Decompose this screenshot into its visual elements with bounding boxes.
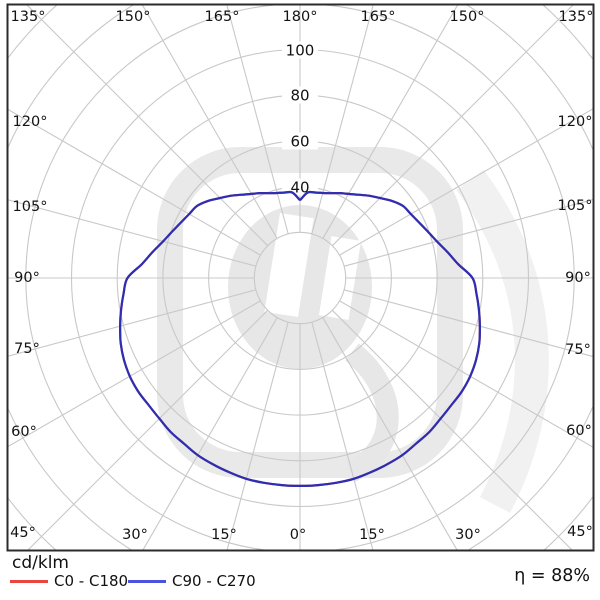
grid-spoke-345 (226, 322, 289, 550)
angle-tick-label: 105° (558, 198, 593, 214)
angle-tick-label: 105° (13, 199, 48, 215)
angle-tick-label: 150° (116, 9, 151, 25)
grid-spoke-255 (8, 199, 256, 267)
grid-spoke-285 (8, 289, 256, 357)
angle-tick-label: 135° (559, 9, 594, 25)
angle-tick-label: 15° (359, 527, 385, 543)
grid-spoke-135 (331, 5, 574, 247)
angle-tick-label: 120° (558, 114, 593, 130)
angle-tick-label: 45° (567, 524, 593, 540)
angle-tick-label: 165° (361, 9, 396, 25)
angle-tick-label: 0° (290, 527, 306, 543)
legend-label-c0-c180: C0 - C180 (54, 572, 129, 590)
angle-tick-label: 135° (11, 9, 46, 25)
grid-spoke-195 (226, 5, 289, 234)
legend: cd/klm C0 - C180 C90 - C270 η = 88% (0, 552, 600, 600)
angle-tick-label: 30° (455, 527, 481, 543)
angle-tick-label: 90° (14, 270, 40, 286)
legend-unit-label: cd/klm (12, 553, 69, 573)
grid-spoke-60 (339, 300, 593, 448)
grid-spoke-240 (8, 109, 261, 256)
radial-tick-label: 40 (290, 178, 309, 196)
angle-tick-label: 150° (450, 9, 485, 25)
grid-spoke-225 (26, 5, 269, 247)
grid-spoke-300 (8, 300, 261, 447)
curve-C90-C270 (119, 190, 481, 487)
efficiency-label: η = 88% (514, 566, 590, 586)
grid-spoke-165 (311, 5, 374, 234)
plot-border (6, 3, 595, 552)
grid-spoke-45 (331, 309, 573, 550)
grid-spoke-330 (142, 317, 278, 550)
angle-tick-label: 120° (13, 114, 48, 130)
radial-tick-label: 80 (290, 86, 309, 104)
legend-line-c90-c270-icon (128, 580, 166, 583)
radial-label-mask (282, 41, 318, 59)
grid-spoke-15 (311, 322, 374, 550)
angle-tick-label: 45° (10, 525, 36, 541)
polar-intensity-chart: 40 60 80 100 135° 150° 165° 180° 165° 150° 135° 120… (6, 3, 595, 552)
angle-tick-label: 75° (565, 342, 591, 358)
grid-spoke-210 (142, 5, 278, 239)
radial-label-mask (282, 132, 318, 150)
grid-spoke-120 (339, 108, 593, 256)
grid-spoke-105 (344, 199, 593, 267)
angle-tick-label: 180° (283, 9, 318, 25)
radial-tick-label: 60 (290, 132, 309, 150)
legend-line-c0-c180-icon (10, 580, 48, 583)
radial-label-mask (282, 86, 318, 104)
angle-tick-label: 60° (566, 423, 592, 439)
angle-tick-label: 60° (11, 424, 37, 440)
angle-tick-label: 30° (122, 527, 148, 543)
angle-tick-label: 165° (205, 9, 240, 25)
angle-tick-label: 15° (211, 527, 237, 543)
grid-spoke-150 (322, 5, 458, 239)
angle-tick-label: 90° (565, 270, 591, 286)
grid-spoke-30 (322, 317, 458, 550)
legend-label-c90-c270: C90 - C270 (172, 572, 256, 590)
grid-spoke-75 (344, 289, 593, 357)
angle-tick-label: 75° (14, 341, 40, 357)
grid-spoke-315 (27, 309, 269, 550)
radial-tick-label: 100 (286, 41, 315, 59)
